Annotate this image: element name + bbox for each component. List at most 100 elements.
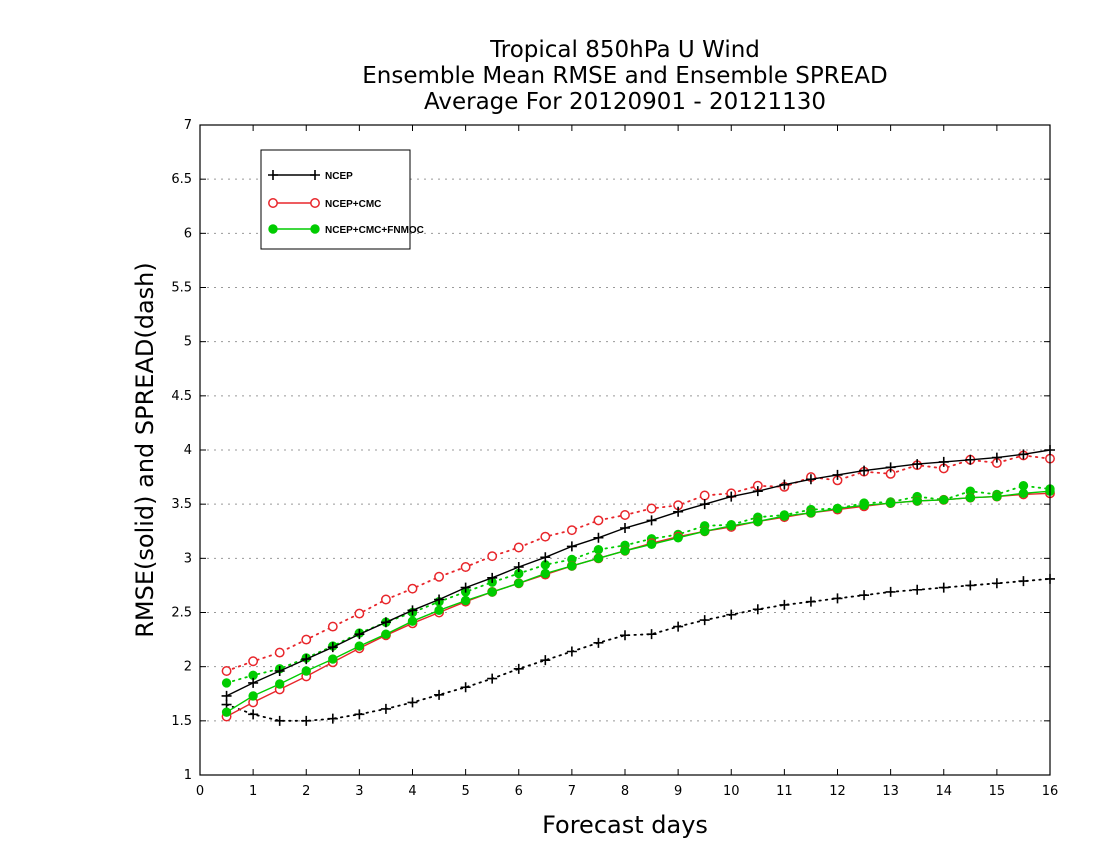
data-point [832, 503, 843, 514]
data-point [646, 503, 657, 514]
data-point [301, 654, 312, 665]
data-point [407, 583, 418, 594]
data-point [460, 582, 471, 593]
data-point [540, 552, 551, 563]
legend-marker [310, 170, 320, 180]
data-point [912, 584, 923, 595]
y-tick-label: 7 [184, 118, 192, 133]
data-point [752, 486, 763, 497]
data-point [885, 498, 896, 508]
data-point [992, 491, 1002, 502]
data-point [938, 582, 949, 593]
data-point [513, 542, 524, 553]
data-point [699, 526, 710, 536]
data-point [460, 562, 471, 572]
x-tick-label: 8 [621, 784, 629, 799]
data-point [487, 572, 498, 583]
data-point [274, 679, 285, 689]
data-point [248, 691, 258, 701]
x-tick-label: 0 [196, 784, 204, 799]
data-point [248, 677, 259, 688]
data-point [593, 515, 604, 526]
data-point [965, 454, 976, 465]
legend-marker [268, 198, 278, 208]
data-point [1018, 488, 1029, 499]
data-point [460, 595, 471, 606]
data-point [620, 510, 630, 520]
data-point [566, 525, 577, 536]
x-tick-label: 2 [302, 784, 310, 799]
legend-box [260, 149, 411, 250]
series-solid-ncep [221, 445, 1055, 701]
data-point [274, 666, 285, 676]
data-point [354, 629, 365, 640]
y-tick-label: 6 [184, 226, 192, 241]
data-point [513, 562, 524, 572]
data-point [779, 479, 790, 490]
data-point [620, 546, 630, 556]
x-tick-label: 10 [723, 784, 740, 799]
x-tick-label: 7 [568, 784, 576, 799]
series-layer [221, 445, 1055, 726]
data-point [1018, 576, 1029, 587]
series-dotted-ncep [221, 573, 1055, 726]
series-line [225, 578, 1051, 722]
data-point [327, 713, 338, 724]
y-tick-label: 5.5 [171, 281, 192, 296]
series-line [226, 492, 1051, 718]
data-point [434, 571, 445, 582]
y-tick-label: 2 [184, 660, 192, 675]
data-point [806, 508, 816, 518]
data-point [434, 605, 444, 616]
data-point [939, 495, 949, 505]
y-axis-label: RMSE(solid) and SPREAD(dash) [131, 262, 159, 638]
data-point [301, 666, 311, 676]
data-point [593, 553, 604, 564]
x-tick-label: 4 [408, 784, 416, 799]
data-point [699, 499, 710, 510]
data-point [221, 678, 232, 688]
x-tick-label: 9 [674, 784, 682, 799]
data-point [726, 521, 736, 531]
data-point [673, 621, 684, 632]
data-point [912, 496, 922, 506]
data-point [673, 533, 683, 543]
data-point [859, 590, 870, 601]
data-point [274, 647, 285, 658]
y-tick-label: 2.5 [171, 606, 192, 621]
data-point [620, 523, 630, 533]
x-tick-label: 11 [776, 784, 793, 799]
legend-item: NCEP+CMC+FNMOC [268, 224, 424, 236]
data-point [991, 578, 1002, 589]
data-point [699, 615, 710, 626]
data-point [646, 515, 657, 526]
chart-title-line-3: Average For 20120901 - 20121130 [423, 89, 827, 115]
y-tick-label: 4.5 [171, 389, 192, 404]
data-point [380, 703, 391, 714]
data-point [460, 682, 471, 693]
x-tick-label: 5 [461, 784, 469, 799]
data-point [859, 500, 869, 510]
data-point [274, 715, 285, 726]
y-tick-label: 3 [184, 551, 192, 566]
data-point [991, 452, 1002, 463]
series-dotted-ncep-cmc [221, 450, 1055, 676]
data-point [540, 531, 551, 542]
y-tick-label: 4 [184, 443, 192, 458]
data-point [328, 654, 338, 664]
data-point [327, 642, 338, 653]
data-point [381, 629, 391, 639]
x-tick-label: 16 [1042, 784, 1059, 799]
data-point [221, 707, 232, 717]
data-point [354, 608, 365, 619]
legend-marker [268, 224, 278, 234]
data-point [487, 587, 497, 597]
data-point [540, 655, 551, 666]
x-tick-label: 15 [989, 784, 1006, 799]
data-point [248, 709, 259, 720]
grid-lines [200, 178, 1050, 722]
data-point [327, 621, 338, 632]
legend: NCEP NCEP+CMC NCEP+CMC+FNMOC [260, 149, 424, 250]
data-point [938, 456, 949, 467]
